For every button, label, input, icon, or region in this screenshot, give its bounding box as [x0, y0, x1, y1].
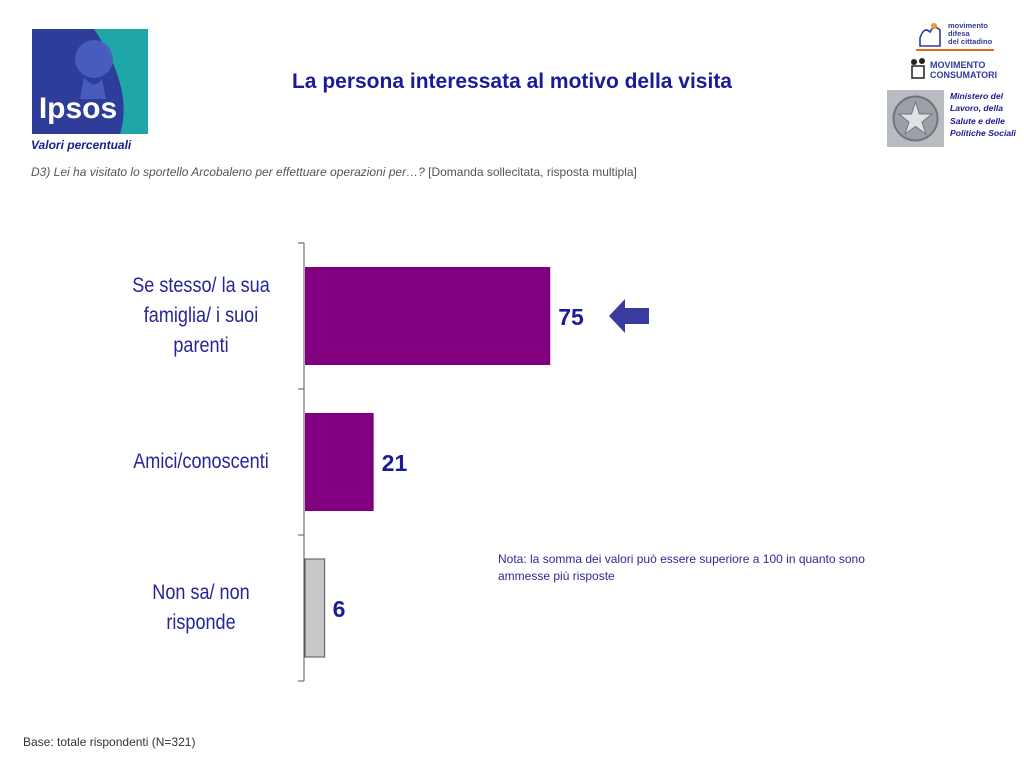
bar — [305, 267, 551, 365]
ministry-label: Ministero del Lavoro, della Salute e del… — [950, 91, 1016, 139]
question-text: D3) Lei ha visitato lo sportello Arcobal… — [31, 165, 637, 179]
mdc-line-3: del cittadino — [948, 37, 993, 46]
data-label: 75 — [558, 304, 584, 330]
highlight-arrow-icon — [609, 299, 649, 333]
category-label-line: risponde — [166, 611, 236, 634]
category-label: Non sa/ non risponde — [115, 578, 287, 638]
mc-line-2: CONSUMATORI — [930, 70, 997, 80]
bar — [304, 558, 326, 658]
ipsos-logo-text: Ipsos — [39, 92, 117, 125]
ipsos-logo: Ipsos — [32, 29, 148, 134]
mc-line-1: MOVIMENTO — [930, 60, 985, 70]
mdc-line-1: movimento — [948, 21, 988, 30]
category-label-line: famiglia/ i suoi — [143, 304, 259, 327]
mdc-logo: movimento difesa del cittadino — [916, 21, 994, 51]
question-note: [Domanda sollecitata, risposta multipla] — [428, 165, 637, 179]
footnote: Nota: la somma dei valori può essere sup… — [498, 552, 865, 583]
category-label-line: Amici/conoscenti — [133, 450, 269, 473]
bar — [305, 413, 374, 511]
mdc-line-2: difesa — [948, 29, 971, 38]
data-label: 21 — [382, 450, 408, 476]
data-label: 6 — [333, 596, 346, 622]
question-italic: D3) Lei ha visitato lo sportello Arcobal… — [31, 165, 425, 179]
category-label: Amici/conoscenti — [115, 447, 287, 477]
base-note: Base: totale rispondenti (N=321) — [23, 735, 196, 749]
subtitle: Valori percentuali — [31, 138, 132, 152]
category-label-line: Non sa/ non — [152, 581, 250, 604]
category-label-line: Se stesso/ la sua — [132, 274, 270, 297]
republic-emblem — [887, 90, 944, 147]
page-title: La persona interessata al motivo della v… — [291, 70, 732, 93]
mc-logo: MOVIMENTO CONSUMATORI — [911, 58, 997, 80]
category-label: Se stesso/ la sua famiglia/ i suoi parenti — [115, 271, 287, 361]
category-label-line: parenti — [173, 334, 229, 357]
